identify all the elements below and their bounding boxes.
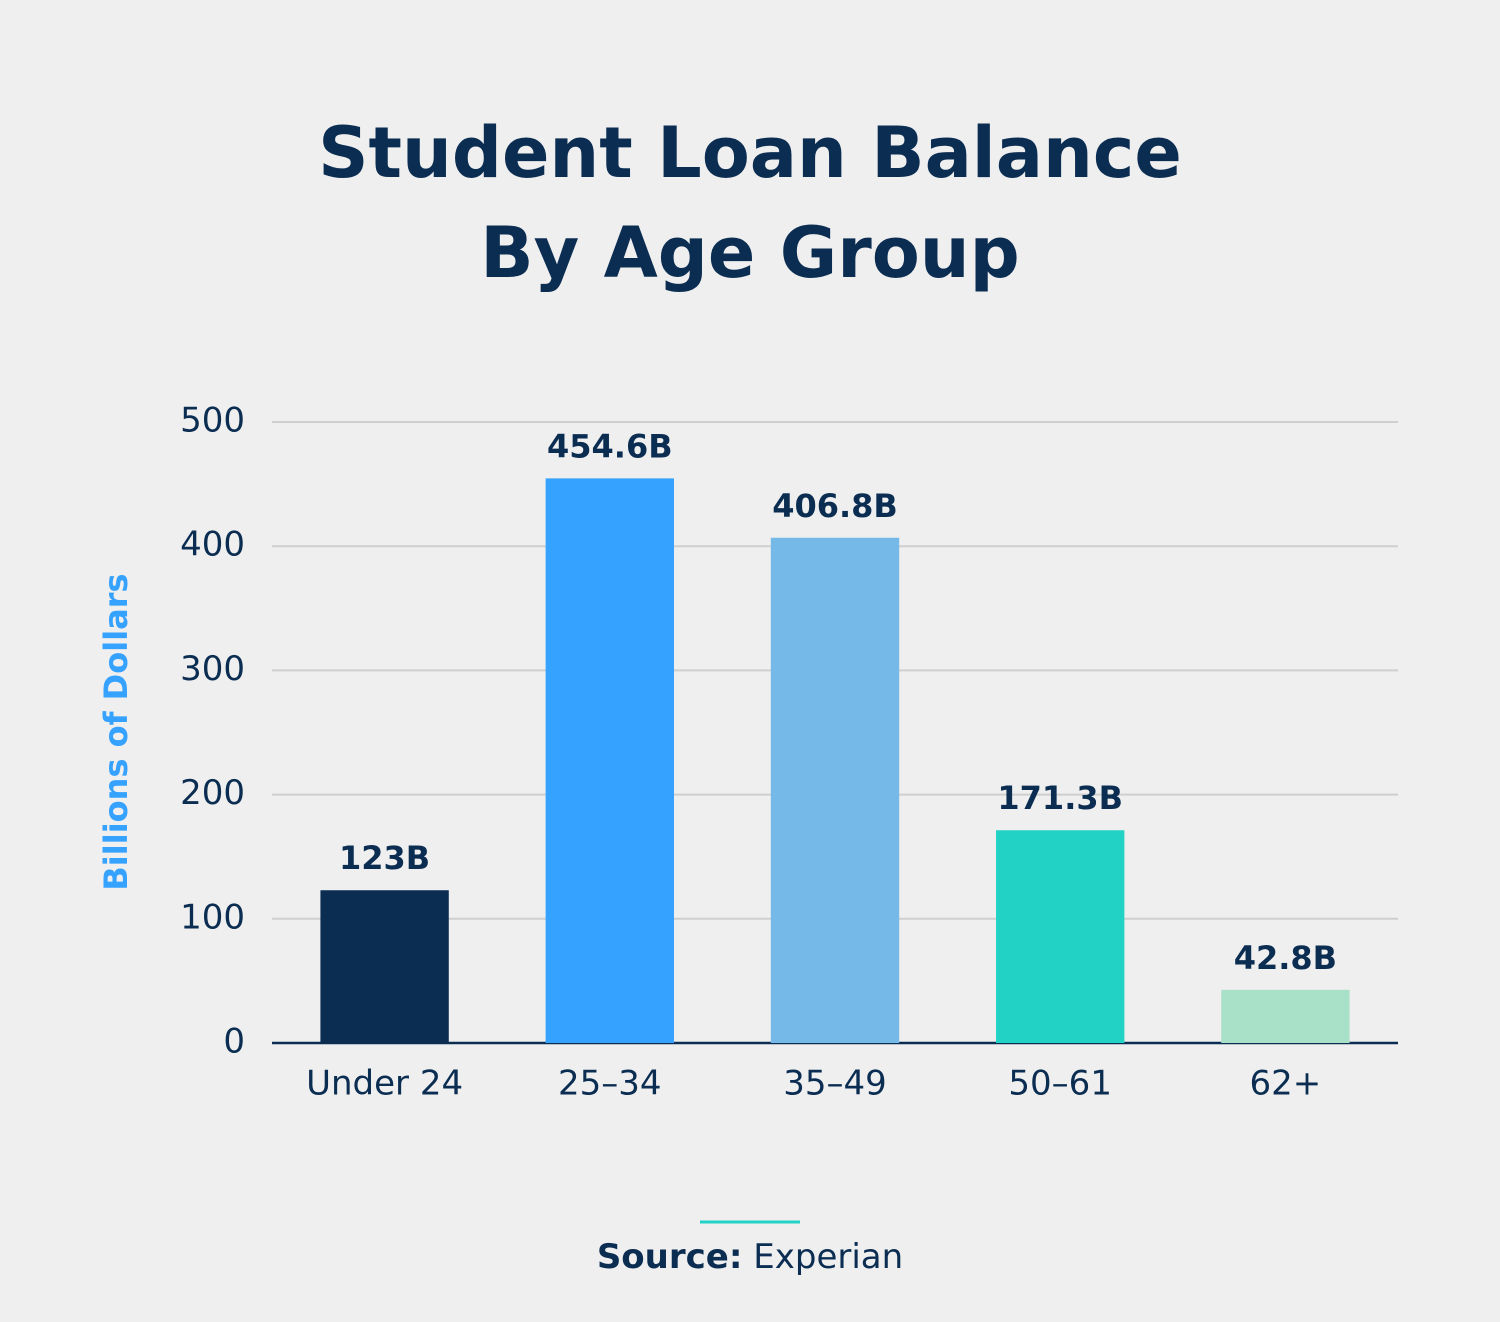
y-tick-label: 500 [180,401,245,441]
value-label: 454.6B [547,427,673,465]
x-tick-label: 62+ [1250,1064,1322,1104]
source-name: Experian [753,1237,903,1277]
source-label: Source: [597,1237,743,1277]
y-tick-label: 400 [180,525,245,565]
source: Source: Experian [597,1237,903,1277]
x-tick-label: 35–49 [783,1064,887,1104]
y-axis-label: Billions of Dollars [97,573,135,890]
value-label: 42.8B [1234,939,1337,977]
y-tick-label: 0 [223,1022,245,1062]
value-label: 171.3B [997,779,1123,817]
value-label: 406.8B [772,487,898,525]
chart-title: By Age Group [480,212,1020,294]
y-tick-label: 100 [180,897,245,937]
x-tick-label: 25–34 [558,1064,662,1104]
bar [1221,989,1350,1043]
chart-title: Student Loan Balance [318,112,1182,194]
bar [996,830,1125,1043]
value-label: 123B [339,839,430,877]
bar [770,537,900,1043]
x-tick-label: Under 24 [306,1064,463,1104]
bar [545,478,674,1043]
y-tick-label: 300 [180,649,245,689]
bar [320,890,449,1043]
y-tick-label: 200 [180,773,245,813]
x-tick-label: 50–61 [1008,1064,1112,1104]
